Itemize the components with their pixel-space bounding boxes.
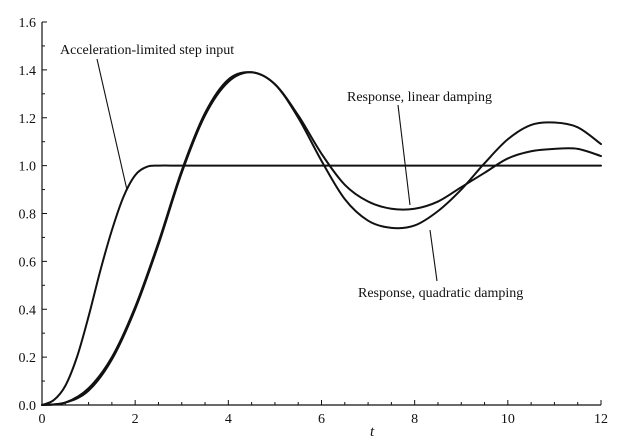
series-linear-damping	[41, 71, 602, 406]
annotation-step-input-pointer	[96, 58, 128, 191]
annotation-linear-damping: Response, linear damping	[347, 90, 492, 105]
x-axis-title: t	[370, 424, 375, 440]
y-tick-label: 0.4	[19, 303, 37, 318]
y-tick-label: 1.2	[19, 112, 37, 127]
x-tick-label: 0	[39, 412, 46, 427]
annotation-quadratic-damping: Response, quadratic damping	[358, 286, 523, 301]
annotation-step-input: Acceleration-limited step input	[60, 43, 234, 58]
series-quadratic-damping	[41, 71, 602, 406]
y-tick-label: 0.0	[19, 399, 37, 414]
y-tick-label: 1.6	[19, 16, 37, 31]
x-tick-label: 6	[318, 412, 325, 427]
annotations: Acceleration-limited step input Response…	[60, 43, 523, 301]
curves	[41, 71, 602, 406]
annotation-linear-damping-pointer	[397, 104, 411, 206]
series-step-input	[41, 164, 602, 406]
ticks: 0 2 4 6 8 10 12 0.0 0.2 0.4 0.6 0.8 1.0 1.2 1.4 1.6	[19, 16, 609, 427]
y-tick-label: 0.8	[19, 208, 37, 223]
x-tick-label: 12	[594, 412, 608, 427]
y-tick-label: 0.2	[19, 351, 37, 366]
x-tick-label: 2	[132, 412, 139, 427]
x-tick-label: 8	[411, 412, 418, 427]
x-tick-label: 10	[501, 412, 515, 427]
x-tick-label: 4	[225, 412, 232, 427]
y-tick-label: 1.4	[19, 64, 37, 79]
y-tick-label: 1.0	[19, 160, 37, 175]
y-tick-label: 0.6	[19, 255, 37, 270]
annotation-quadratic-damping-pointer	[429, 229, 438, 282]
axes	[41, 22, 601, 406]
